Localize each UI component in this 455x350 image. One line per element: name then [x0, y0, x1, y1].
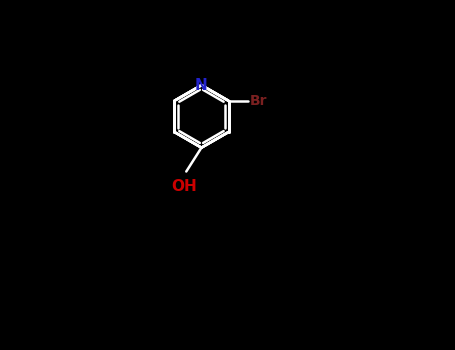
Text: Br: Br: [250, 94, 268, 108]
Text: N: N: [195, 78, 208, 93]
Text: OH: OH: [171, 179, 197, 194]
